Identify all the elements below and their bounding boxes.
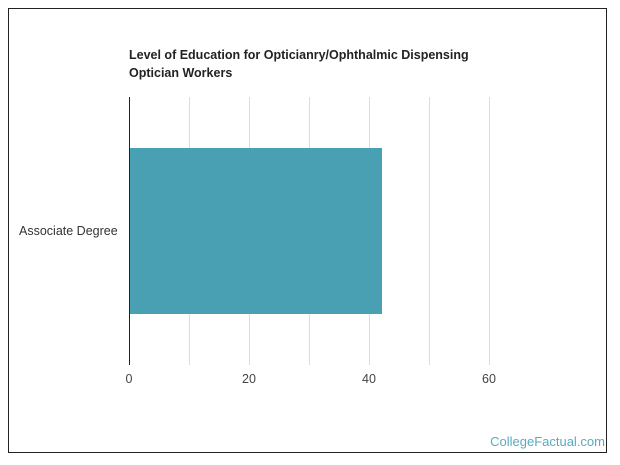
x-tick-60: 60 [482,372,496,386]
x-tick-40: 40 [362,372,376,386]
plot-area [129,97,490,365]
category-label: Associate Degree [19,224,118,238]
gridline-60 [489,97,490,365]
bar-associate-degree[interactable] [129,148,383,314]
chart-title: Level of Education for Opticianry/Ophtha… [129,48,469,80]
x-tick-0: 0 [125,372,133,386]
x-tick-20: 20 [242,372,256,386]
y-axis-line [129,97,130,365]
brand-link[interactable]: CollegeFactual.com [490,434,605,449]
gridline-50 [429,97,430,365]
